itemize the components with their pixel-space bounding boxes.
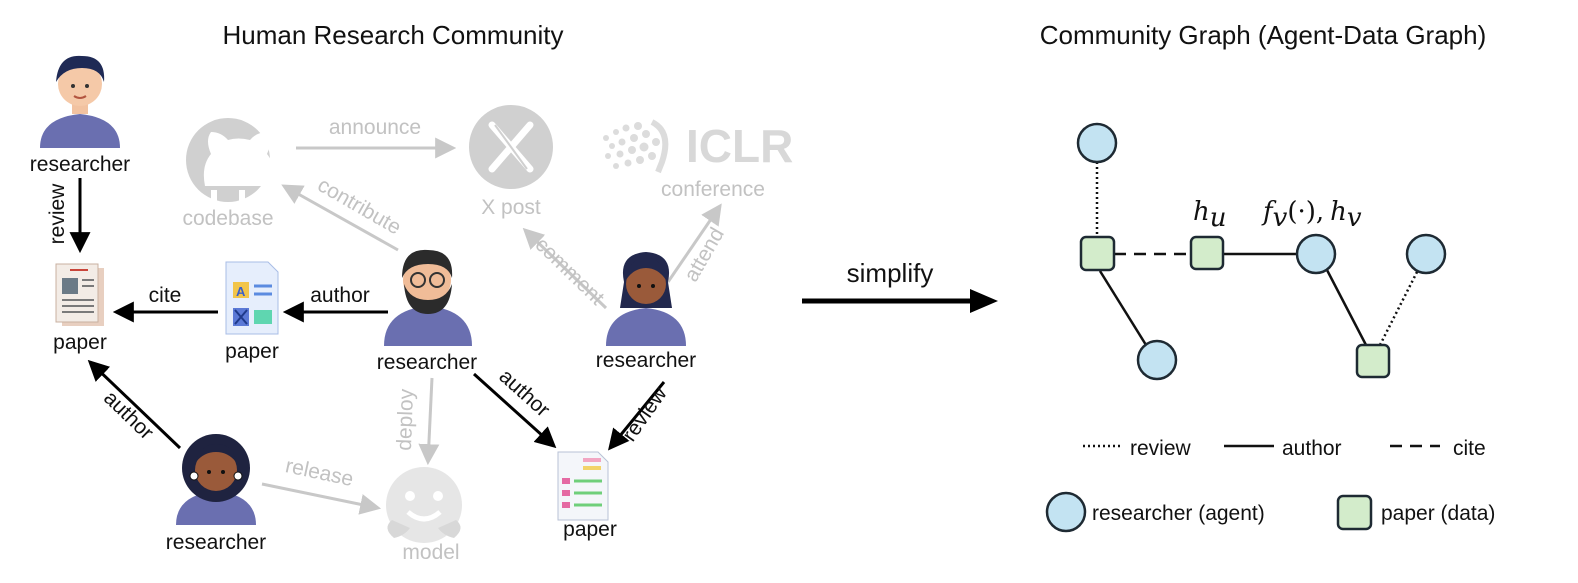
data-node <box>1355 343 1391 379</box>
deploy-label: deploy <box>393 388 418 451</box>
author-arrow <box>472 372 557 449</box>
researcher-avatar <box>384 249 472 346</box>
legend-author-label: author <box>1282 437 1342 460</box>
contribute-arrow <box>281 184 399 252</box>
deploy-arrow <box>418 377 440 466</box>
review-arrow <box>608 381 666 451</box>
codebase-label: codebase <box>182 207 273 230</box>
agent-node <box>1295 233 1337 275</box>
review-label: review <box>46 183 69 245</box>
github-icon <box>186 118 275 202</box>
svg-text:A: A <box>236 284 246 299</box>
review-label: review <box>618 382 672 446</box>
release-arrow <box>261 482 382 515</box>
simplify-label: simplify <box>847 258 934 288</box>
author-edge <box>1098 270 1148 346</box>
review-edge <box>1378 269 1420 346</box>
author-arrow <box>87 359 182 450</box>
model-label: model <box>402 541 459 564</box>
researcher-label: researcher <box>596 349 696 372</box>
release-label: release <box>283 454 355 491</box>
hu-annotation: hu <box>1193 197 1227 233</box>
author-label: author <box>310 284 370 307</box>
researcher-avatar <box>606 252 686 346</box>
xpost-label: X post <box>481 196 541 219</box>
agent-node <box>1136 339 1178 381</box>
author-label: author <box>99 386 158 444</box>
paper-label: paper <box>53 331 107 354</box>
researcher-label: researcher <box>30 153 130 176</box>
agent-node <box>1076 122 1118 164</box>
legend-agent-node <box>1045 491 1087 533</box>
x-logo-icon <box>469 105 553 189</box>
conference-label: conference <box>661 178 765 201</box>
comment-arrow <box>522 227 608 310</box>
data-node <box>1189 235 1225 271</box>
left-title: Human Research Community <box>222 20 563 50</box>
cite-label: cite <box>149 284 182 307</box>
announce-label: announce <box>329 116 421 139</box>
paper-icon <box>557 451 609 521</box>
author-edge <box>1325 269 1368 346</box>
comment-label: comment <box>530 233 608 310</box>
data-node <box>1079 235 1116 272</box>
author-label: author <box>495 365 555 422</box>
agent-node <box>1405 233 1447 275</box>
paper-label: paper <box>225 340 279 363</box>
legend-cite-label: cite <box>1453 437 1486 460</box>
legend-data-label: paper (data) <box>1381 502 1495 525</box>
researcher-label: researcher <box>377 351 477 374</box>
attend-arrow <box>666 203 722 283</box>
legend-review-label: review <box>1130 437 1192 460</box>
fv-hv-annotation: fv(·), hv <box>1261 197 1362 233</box>
researcher-avatar <box>176 434 256 525</box>
iclr-logo: ICLR <box>603 119 793 174</box>
legend-data-node <box>1336 494 1373 531</box>
researcher-avatar <box>40 55 120 148</box>
paper-icon: A <box>225 261 279 335</box>
simplify-arrowhead <box>970 289 998 313</box>
huggingface-icon <box>386 467 462 543</box>
paper-icon <box>55 263 104 326</box>
legend-agent-label: researcher (agent) <box>1092 502 1265 525</box>
right-title: Community Graph (Agent-Data Graph) <box>1040 20 1487 50</box>
iclr-logo-text: ICLR <box>686 120 793 172</box>
paper-label: paper <box>563 518 617 541</box>
researcher-label: researcher <box>166 531 266 554</box>
